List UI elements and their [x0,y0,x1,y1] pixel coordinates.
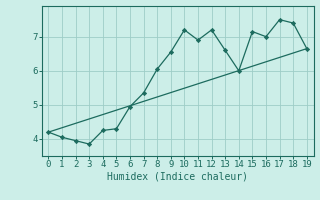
X-axis label: Humidex (Indice chaleur): Humidex (Indice chaleur) [107,172,248,182]
